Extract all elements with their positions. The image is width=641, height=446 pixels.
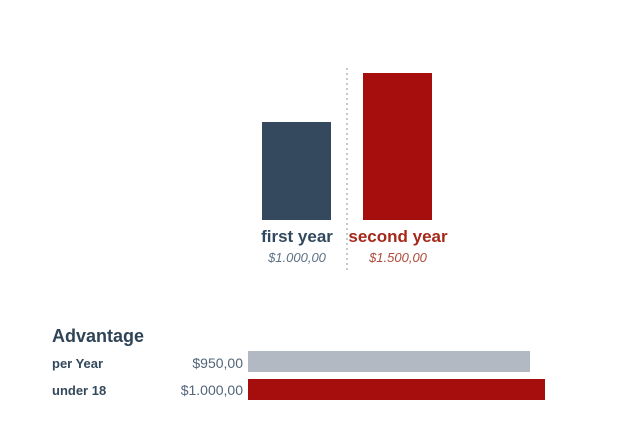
advantage-section-title: Advantage <box>52 326 145 346</box>
per-year-bar <box>248 351 530 372</box>
second-year-value-label: $1.500,00 <box>369 250 427 265</box>
under-18-row-label: under 18 <box>52 383 107 398</box>
first-year-category-label: first year <box>261 227 333 246</box>
first-year-bar <box>262 122 331 220</box>
dotted-divider-line <box>346 68 348 273</box>
per-year-row-label: per Year <box>52 356 104 371</box>
under-18-row-value: $1.000,00 <box>180 382 243 398</box>
second-year-category-label: second year <box>348 227 448 246</box>
under-18-bar <box>248 379 545 400</box>
per-year-row-value: $950,00 <box>192 355 243 371</box>
first-year-value-label: $1.000,00 <box>268 250 326 265</box>
second-year-bar <box>363 73 432 220</box>
